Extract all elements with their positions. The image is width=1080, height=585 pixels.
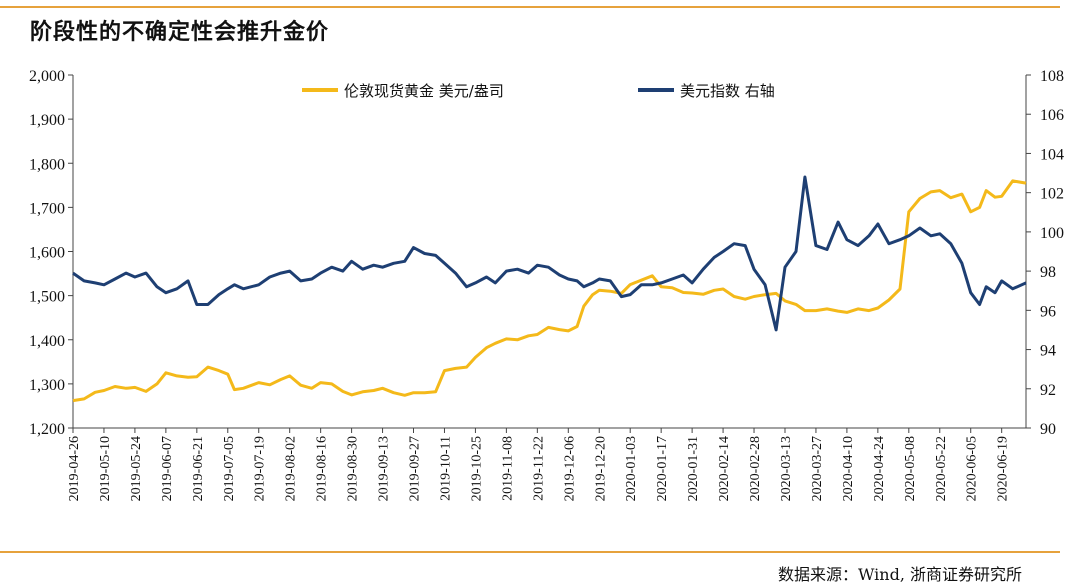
x-tick-label: 2020-04-24	[872, 436, 887, 501]
x-tick-label: 2019-06-21	[191, 436, 206, 501]
x-tick-label: 2020-05-22	[934, 436, 949, 501]
x-tick-label: 2019-09-13	[377, 436, 392, 501]
right-tick-label: 100	[1040, 225, 1064, 242]
x-tick-label: 2020-03-13	[779, 436, 794, 501]
source-note: 数据来源：Wind, 浙商证券研究所	[777, 565, 1022, 584]
left-tick-label: 1,800	[29, 156, 65, 173]
x-tick-label: 2020-01-17	[655, 436, 670, 501]
x-tick-label: 2020-02-14	[717, 436, 732, 501]
x-tick-label: 2019-06-07	[160, 436, 175, 501]
x-tick-label: 2019-08-16	[315, 436, 330, 501]
legend-label: 伦敦现货黄金 美元/盎司	[344, 82, 504, 100]
right-tick-label: 96	[1040, 303, 1056, 320]
right-tick-label: 90	[1040, 421, 1056, 438]
left-tick-label: 1,900	[29, 112, 65, 129]
legend-label: 美元指数 右轴	[680, 82, 775, 100]
chart-title: 阶段性的不确定性会推升金价	[30, 20, 330, 45]
left-tick-label: 1,300	[29, 377, 65, 394]
x-tick-label: 2019-05-24	[129, 436, 144, 501]
x-tick-label: 2020-06-19	[996, 436, 1011, 501]
x-tick-label: 2019-04-26	[67, 436, 82, 501]
x-tick-label: 2020-01-31	[686, 436, 701, 501]
x-tick-label: 2020-03-27	[810, 436, 825, 501]
x-tick-label: 2019-12-06	[562, 436, 577, 501]
x-tick-label: 2020-05-08	[903, 436, 918, 501]
right-tick-label: 92	[1040, 382, 1056, 399]
right-tick-label: 94	[1040, 343, 1056, 360]
x-tick-label: 2019-11-22	[531, 436, 546, 501]
x-tick-label: 2019-12-20	[593, 436, 608, 501]
x-tick-label: 2020-02-28	[748, 436, 763, 501]
left-tick-label: 1,600	[29, 245, 65, 262]
x-tick-label: 2019-05-10	[98, 436, 113, 501]
gold-price-line	[72, 179, 1027, 403]
x-tick-label: 2019-10-25	[469, 436, 484, 501]
left-tick-label: 1,200	[29, 421, 65, 438]
right-tick-label: 108	[1040, 68, 1064, 85]
left-tick-label: 1,700	[29, 200, 65, 217]
bottom-accent-line	[0, 551, 1060, 553]
right-tick-label: 106	[1040, 107, 1064, 124]
top-accent-line	[0, 6, 1060, 8]
right-tick-label: 104	[1040, 146, 1064, 163]
x-tick-label: 2020-01-03	[624, 436, 639, 501]
usd-index-line	[72, 175, 1027, 332]
x-tick-label: 2019-11-08	[500, 436, 515, 501]
right-tick-label: 98	[1040, 264, 1056, 281]
x-tick-label: 2020-04-10	[841, 436, 856, 501]
x-tick-label: 2020-06-05	[965, 436, 980, 501]
x-tick-label: 2019-09-27	[408, 436, 423, 501]
x-tick-label: 2019-08-30	[346, 436, 361, 501]
left-tick-label: 1,400	[29, 333, 65, 350]
left-tick-label: 1,500	[29, 289, 65, 306]
left-tick-label: 2,000	[29, 68, 65, 85]
right-tick-label: 102	[1040, 186, 1064, 203]
x-tick-label: 2019-07-19	[253, 436, 268, 501]
x-tick-label: 2019-10-11	[438, 436, 453, 501]
x-tick-label: 2019-08-02	[284, 436, 299, 501]
x-tick-label: 2019-07-05	[222, 436, 237, 501]
